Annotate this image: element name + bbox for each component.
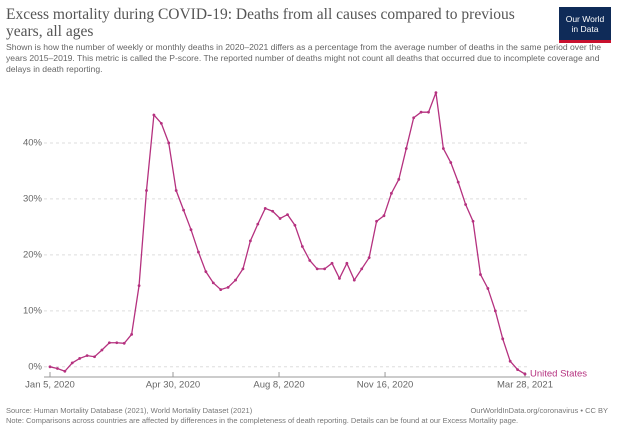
point bbox=[278, 217, 282, 220]
x-tick-label: Apr 30, 2020 bbox=[146, 380, 200, 391]
y-tick-label: 40% bbox=[23, 137, 43, 148]
point bbox=[271, 209, 275, 213]
point bbox=[248, 239, 252, 243]
point bbox=[323, 267, 327, 271]
point bbox=[412, 116, 416, 120]
series-label: United States bbox=[530, 369, 587, 380]
point bbox=[382, 214, 386, 218]
point bbox=[130, 332, 134, 336]
point bbox=[107, 341, 111, 345]
point bbox=[93, 355, 96, 359]
point bbox=[508, 359, 512, 363]
point bbox=[63, 369, 67, 373]
point bbox=[152, 113, 156, 117]
point bbox=[367, 256, 371, 260]
point bbox=[352, 278, 356, 282]
point bbox=[300, 245, 304, 248]
point bbox=[449, 161, 453, 164]
logo-text: Our World bbox=[565, 14, 605, 24]
point bbox=[441, 147, 445, 150]
x-tick-label: Mar 28, 2021 bbox=[497, 380, 553, 391]
point bbox=[523, 372, 527, 376]
point bbox=[308, 259, 312, 262]
point bbox=[182, 208, 185, 212]
point bbox=[375, 219, 378, 223]
point bbox=[501, 337, 505, 341]
point bbox=[397, 177, 401, 181]
point bbox=[390, 191, 393, 195]
point bbox=[241, 267, 245, 271]
point bbox=[100, 348, 104, 352]
y-tick-label: 20% bbox=[23, 249, 43, 260]
point bbox=[197, 250, 200, 254]
point bbox=[56, 367, 59, 370]
x-tick-label: Nov 16, 2020 bbox=[357, 380, 414, 391]
point bbox=[167, 141, 171, 145]
point bbox=[427, 110, 430, 114]
point bbox=[145, 189, 148, 192]
point bbox=[315, 267, 319, 271]
point bbox=[226, 285, 230, 289]
source: Source: Human Mortality Database (2021),… bbox=[6, 406, 253, 415]
x-tick-label: Aug 8, 2020 bbox=[253, 380, 304, 391]
point bbox=[219, 288, 223, 291]
point bbox=[493, 309, 497, 313]
y-tick-label: 0% bbox=[28, 361, 42, 372]
chart-subtitle: Shown is how the number of weekly or mon… bbox=[6, 42, 602, 74]
point bbox=[85, 354, 89, 358]
logo[interactable]: Our World in Data bbox=[559, 7, 611, 43]
point bbox=[115, 341, 119, 345]
point bbox=[456, 180, 460, 184]
credit[interactable]: OurWorldInData.org/coronavirus • CC BY bbox=[470, 406, 608, 415]
point bbox=[263, 207, 267, 210]
point bbox=[293, 223, 297, 227]
point bbox=[330, 261, 334, 265]
point bbox=[78, 357, 82, 360]
chart-title: Excess mortality during COVID-19: Deaths… bbox=[6, 6, 515, 40]
x-tick-label: Jan 5, 2020 bbox=[25, 380, 75, 391]
point bbox=[174, 189, 178, 192]
point bbox=[479, 273, 482, 276]
point bbox=[256, 222, 260, 226]
point bbox=[360, 267, 364, 271]
point bbox=[419, 110, 423, 114]
y-tick-label: 30% bbox=[23, 193, 43, 204]
y-tick-label: 10% bbox=[23, 305, 43, 316]
point bbox=[345, 261, 349, 265]
point bbox=[404, 147, 408, 150]
point bbox=[122, 341, 126, 345]
point bbox=[338, 276, 341, 280]
point bbox=[434, 91, 438, 94]
point bbox=[159, 121, 163, 125]
point bbox=[189, 228, 193, 232]
note: Note: Comparisons across countries are a… bbox=[6, 416, 519, 425]
point bbox=[137, 284, 141, 288]
point bbox=[48, 365, 52, 369]
logo-text: in Data bbox=[571, 24, 599, 34]
point bbox=[234, 278, 237, 282]
point bbox=[486, 287, 490, 290]
point bbox=[516, 368, 519, 372]
series-line bbox=[49, 92, 526, 375]
point bbox=[211, 281, 215, 285]
point bbox=[464, 203, 468, 206]
point bbox=[471, 219, 475, 223]
point bbox=[204, 270, 208, 274]
point bbox=[70, 361, 74, 365]
point bbox=[286, 213, 289, 216]
